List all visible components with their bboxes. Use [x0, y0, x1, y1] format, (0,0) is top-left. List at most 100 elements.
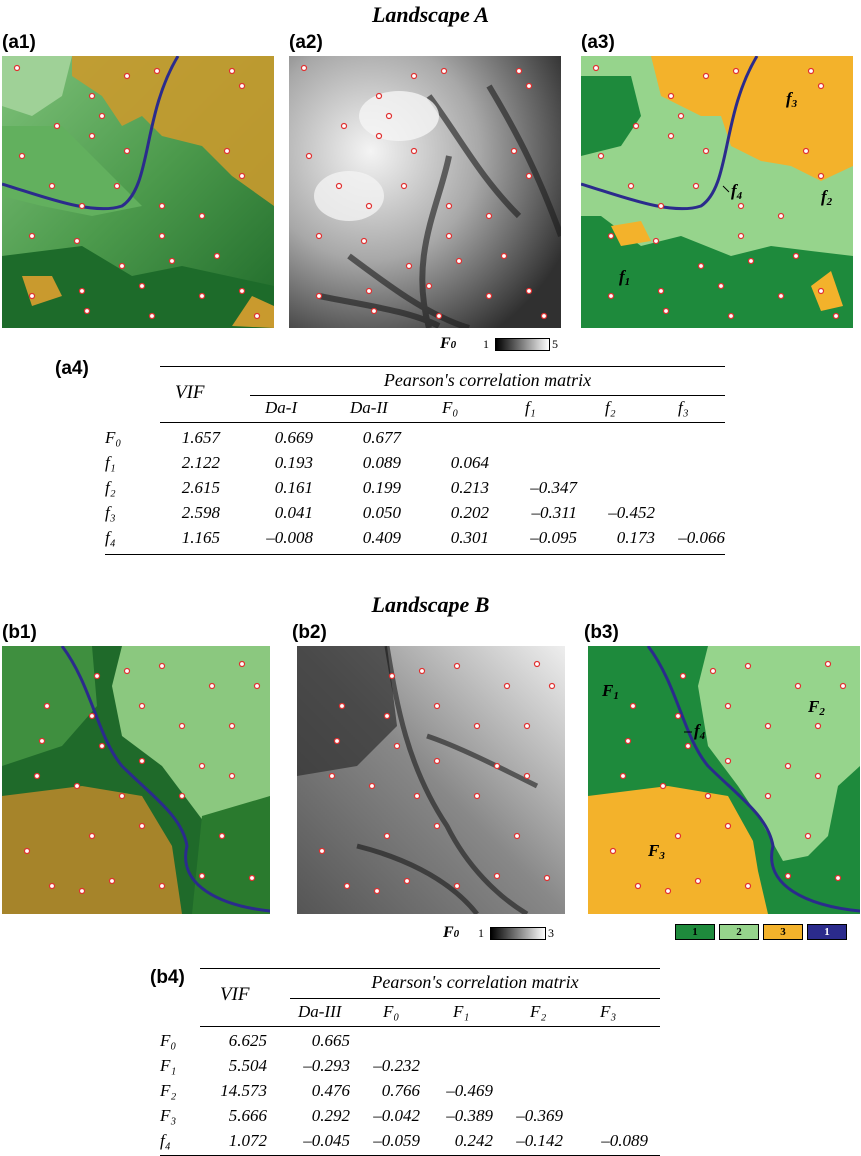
row-label: f₄ [105, 527, 116, 547]
table-a4-col: Da-II [350, 398, 388, 417]
colorbar-b-gradient [490, 927, 546, 940]
correlation-value: –0.389 [446, 1105, 493, 1125]
vif-value: 1.657 [181, 427, 220, 447]
correlation-value: –0.089 [601, 1130, 648, 1150]
table-b4-body: F₀ 6.625 0.665 F₁ 5.504 –0.293 –0.232 F₂ 14.573 0… [160, 1028, 648, 1153]
table-a4-col: f₁ [525, 398, 536, 417]
table-row: f₄ 1.072 –0.045 –0.059 0.242 –0.142 –0.089 [160, 1128, 648, 1153]
correlation-value: 0.292 [311, 1105, 350, 1125]
row-label: F₁ [160, 1055, 177, 1075]
legend-swatch-river: 1 [807, 924, 847, 940]
table-b4-col: F₁ [453, 1002, 470, 1021]
table-row: F₁ 5.504 –0.293 –0.232 [160, 1053, 648, 1078]
correlation-value: –0.347 [530, 477, 577, 497]
row-label: F₀ [160, 1030, 177, 1050]
correlation-value: 0.193 [274, 452, 313, 472]
map-a3-factors: f3 f2 f1 f4 [581, 56, 853, 328]
colorbar-a-min: 1 [483, 337, 489, 351]
vif-value: 1.072 [228, 1130, 267, 1150]
correlation-value: –0.142 [516, 1130, 563, 1150]
correlation-value [655, 475, 725, 500]
table-a4-col: f₃ [678, 398, 689, 417]
correlation-value [655, 425, 725, 450]
panel-label-a2: (a2) [289, 32, 323, 53]
label-F3: F3 [647, 841, 665, 862]
correlation-value [577, 425, 655, 450]
vif-value: 5.504 [228, 1055, 267, 1075]
row-label: f₁ [105, 452, 116, 472]
correlation-value: –0.045 [303, 1130, 350, 1150]
correlation-value: 0.665 [311, 1030, 350, 1050]
vif-value: 1.165 [181, 527, 220, 547]
correlation-value: –0.066 [678, 527, 725, 547]
correlation-value: 0.064 [450, 452, 489, 472]
correlation-value: 0.409 [362, 527, 401, 547]
correlation-value: 0.677 [362, 427, 401, 447]
row-label: F₃ [160, 1105, 177, 1125]
correlation-value: –0.369 [516, 1105, 563, 1125]
correlation-value [563, 1053, 648, 1078]
table-b4-matrix-header: Pearson's correlation matrix [371, 972, 579, 992]
correlation-value: 0.173 [616, 527, 655, 547]
correlation-value [420, 1053, 493, 1078]
panel-label-b1: (b1) [2, 622, 37, 643]
correlation-value [563, 1028, 648, 1053]
table-row: f₁ 2.122 0.193 0.089 0.064 [105, 450, 725, 475]
correlation-value: 0.041 [274, 502, 313, 522]
map-b3-factors: F1 F2 F3 f4 [588, 646, 860, 914]
landscape-b-title: Landscape B [371, 592, 490, 617]
correlation-value: 0.766 [381, 1080, 420, 1100]
table-b4-vif-header: VIF [220, 984, 250, 1005]
correlation-value: –0.095 [530, 527, 577, 547]
legend-swatch-3: 3 [763, 924, 803, 940]
correlation-value: –0.042 [373, 1105, 420, 1125]
correlation-value: 0.301 [450, 527, 489, 547]
correlation-value: –0.059 [373, 1130, 420, 1150]
correlation-value [655, 450, 725, 475]
row-label: f₃ [105, 502, 116, 522]
legend-swatch-1: 1 [675, 924, 715, 940]
table-a4-matrix-header: Pearson's correlation matrix [383, 370, 592, 390]
table-row: F₃ 5.666 0.292 –0.042 –0.389 –0.369 [160, 1103, 648, 1128]
table-b4-col: F₂ [530, 1002, 547, 1021]
panel-label-a3: (a3) [581, 32, 615, 53]
correlation-value [493, 1053, 563, 1078]
panel-label-a4: (a4) [55, 358, 89, 379]
colorbar-b-min: 1 [478, 926, 484, 940]
table-row: f₃ 2.598 0.041 0.050 0.202 –0.311 –0.452 [105, 500, 725, 525]
table-a4-body: F₀ 1.657 0.669 0.677 f₁ 2.122 0.193 0.089 0.064 f… [105, 425, 725, 550]
table-row: F₀ 6.625 0.665 [160, 1028, 648, 1053]
correlation-value [401, 425, 489, 450]
colorbar-a-max: 5 [552, 337, 558, 351]
correlation-value: 0.050 [362, 502, 401, 522]
correlation-value [489, 450, 577, 475]
table-row: F₂ 14.573 0.476 0.766 –0.469 [160, 1078, 648, 1103]
row-label: F₀ [105, 427, 122, 447]
vif-value: 2.615 [181, 477, 220, 497]
table-row: f₂ 2.615 0.161 0.199 0.213 –0.347 [105, 475, 725, 500]
correlation-value [655, 500, 725, 525]
vif-value: 6.625 [228, 1030, 267, 1050]
row-label: f₂ [105, 477, 116, 497]
table-a4-vif-header: VIF [175, 382, 205, 403]
colorbar-a-gradient [495, 338, 550, 351]
panel-label-b4: (b4) [150, 967, 185, 988]
correlation-value [563, 1078, 648, 1103]
vif-value: 2.598 [181, 502, 220, 522]
label-F2: F2 [807, 697, 825, 718]
map-a2-f0 [289, 56, 561, 328]
colorbar-b-label: F0 [443, 924, 460, 941]
table-a4-col: Da-I [265, 398, 298, 417]
colorbar-a-label: F0 [440, 335, 457, 352]
correlation-value: –0.232 [373, 1055, 420, 1075]
table-a4-col: f₂ [605, 398, 616, 417]
landscape-a-title: Landscape A [371, 2, 490, 27]
correlation-value: 0.669 [274, 427, 313, 447]
correlation-value [563, 1103, 648, 1128]
legend-swatch-2: 2 [719, 924, 759, 940]
label-f4: f4 [731, 181, 743, 202]
correlation-value: –0.452 [608, 502, 655, 522]
table-a4-col: F₀ [442, 398, 459, 417]
map-b2-f0 [297, 646, 565, 914]
